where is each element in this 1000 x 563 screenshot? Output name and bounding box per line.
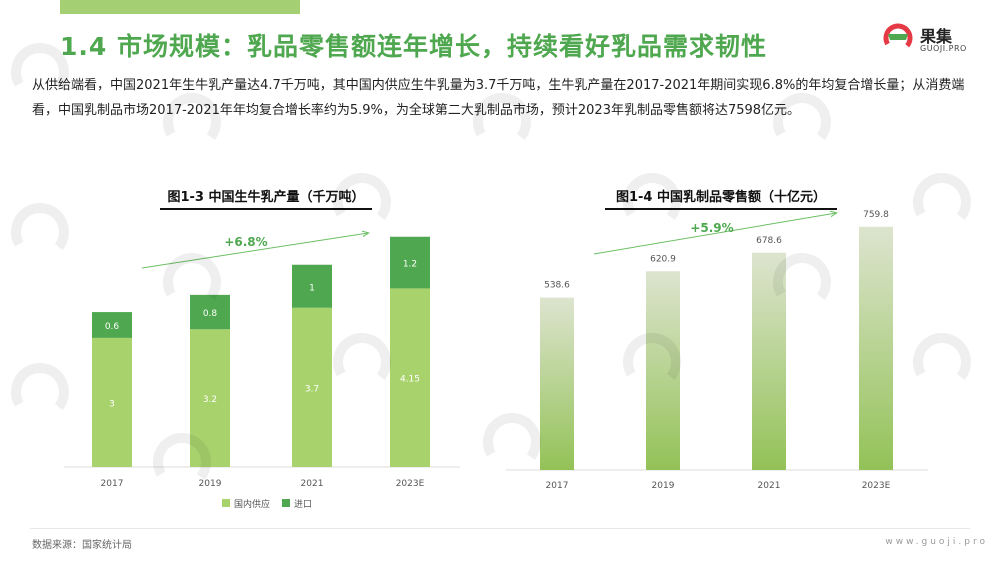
- bar-domestic-label: 3: [109, 399, 115, 409]
- x-tick-label: 2019: [199, 479, 222, 489]
- bar-domestic-label: 3.7: [305, 384, 319, 394]
- watermark-icon: [10, 363, 69, 421]
- bar-domestic-label: 3.2: [203, 395, 217, 405]
- top-accent-bar: [60, 0, 300, 14]
- watermark-icon: [472, 93, 531, 151]
- intro-paragraph: 从供给端看，中国2021年生牛乳产量达4.7千万吨，其中国内供应生牛乳量为3.7…: [32, 78, 965, 118]
- bar-domestic-label: 4.15: [400, 375, 420, 385]
- watermark-icon: [332, 333, 391, 391]
- x-tick-label: 2017: [546, 481, 569, 491]
- bar-import-label: 1.2: [403, 260, 417, 270]
- growth-arrow: [593, 213, 836, 255]
- bar-import: [190, 294, 230, 330]
- bar-import-label: 1: [309, 283, 315, 293]
- footer-divider: [30, 528, 970, 529]
- guoji-logo-icon: [883, 23, 913, 53]
- bar-value-label: 678.6: [756, 236, 782, 246]
- bar-domestic: [390, 288, 430, 467]
- site-url: www.guoji.pro: [885, 537, 988, 547]
- bar-import: [390, 236, 430, 289]
- x-tick-label: 2017: [101, 479, 124, 489]
- logo-subtitle: GUOJI.PRO: [920, 44, 967, 53]
- x-tick-label: 2019: [652, 481, 675, 491]
- brand-logo: 果集 GUOJI.PRO: [882, 22, 992, 58]
- watermark-icon: [10, 43, 69, 101]
- watermark-icon: [773, 93, 831, 151]
- bar-import: [92, 312, 132, 338]
- legend-swatch-import: [282, 499, 290, 507]
- data-source: 数据来源：国家统计局: [32, 540, 132, 551]
- watermark-icon: [332, 173, 391, 232]
- legend-label-domestic: 国内供应: [234, 498, 270, 510]
- bar-domestic: [92, 337, 132, 467]
- bar-retail: [752, 252, 786, 470]
- bar-retail: [859, 226, 893, 470]
- bar-domestic: [292, 307, 332, 467]
- bar-value-label: 620.9: [650, 254, 676, 264]
- watermark-icon: [773, 253, 831, 311]
- watermark-icon: [913, 173, 971, 232]
- bar-import-label: 0.8: [203, 309, 218, 319]
- logo-name: 果集: [920, 27, 953, 46]
- x-tick-label: 2021: [758, 481, 781, 491]
- bar-import: [292, 264, 332, 308]
- page-title: 1.4 市场规模：乳品零售额连年增长，持续看好乳品需求韧性: [60, 32, 767, 61]
- watermark-icon: [482, 413, 541, 471]
- growth-label: +5.9%: [690, 221, 733, 235]
- watermark-icon: [623, 333, 681, 391]
- watermark-icon: [623, 173, 681, 232]
- bar-value-label: 538.6: [544, 281, 570, 291]
- watermark-icon: [163, 93, 221, 151]
- x-tick-label: 2021: [301, 479, 324, 489]
- bar-domestic: [190, 329, 230, 467]
- bar-retail: [646, 271, 680, 470]
- legend-label-import: 进口: [294, 499, 312, 510]
- watermark-icon: [153, 433, 211, 491]
- growth-arrow: [141, 233, 368, 269]
- watermark-icon: [163, 253, 221, 311]
- x-tick-label: 2023E: [862, 481, 891, 491]
- watermark-icon: [913, 333, 971, 391]
- bar-import-label: 0.6: [105, 322, 120, 332]
- bar-value-label: 759.8: [863, 210, 889, 220]
- chart2-title: 图1-4 中国乳制品零售额（十亿元）: [605, 186, 837, 210]
- legend-swatch-domestic: [222, 499, 230, 507]
- bar-retail: [540, 297, 574, 470]
- watermark-icon: [10, 203, 69, 261]
- growth-label: +6.8%: [224, 235, 267, 249]
- x-tick-label: 2023E: [396, 479, 425, 489]
- chart1-title: 图1-3 中国生牛乳产量（千万吨）: [160, 186, 372, 210]
